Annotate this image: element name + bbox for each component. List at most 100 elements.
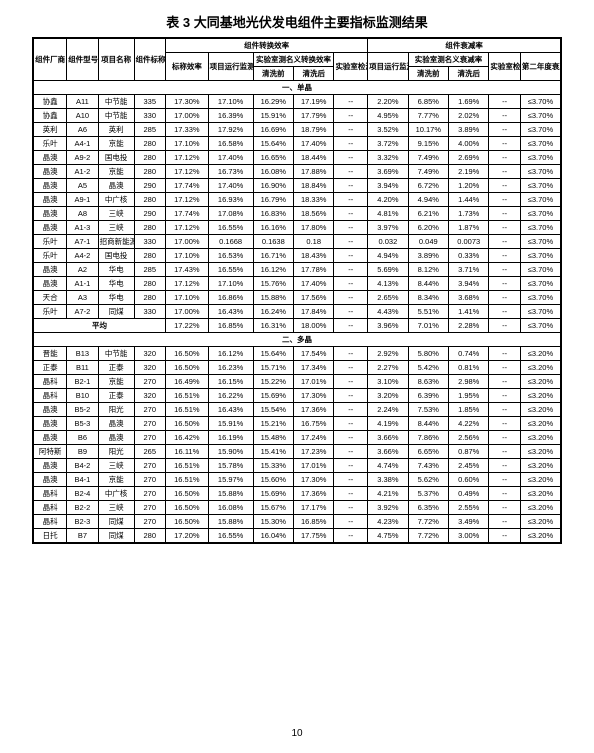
cell: ≤3.20% (520, 501, 561, 515)
cell: 5.42% (408, 361, 448, 375)
cell: 16.93% (208, 193, 253, 207)
cell: 18.43% (294, 249, 334, 263)
cell: 5.62% (408, 473, 448, 487)
cell: 280 (134, 151, 165, 165)
cell: 16.55% (208, 263, 253, 277)
cell: 7.86% (408, 431, 448, 445)
cell: 晶澳 (33, 151, 67, 165)
cell: ≤3.70% (520, 277, 561, 291)
cell: ≤3.70% (520, 249, 561, 263)
cell: 16.43% (208, 403, 253, 417)
cell: 16.51% (166, 403, 209, 417)
hdr-vendor: 组件厂商 (33, 38, 67, 81)
cell: 0.0073 (449, 235, 489, 249)
cell: 同煤 (98, 529, 134, 544)
cell: 280 (134, 165, 165, 179)
cell: 3.89% (408, 249, 448, 263)
table-row: 天合A3华电28017.10%16.86%15.88%17.56%--2.65%… (33, 291, 561, 305)
cell: ≤3.70% (520, 291, 561, 305)
cell: 中广核 (98, 487, 134, 501)
cell: 17.19% (294, 95, 334, 109)
cell: 10.17% (408, 123, 448, 137)
cell: 招商新能源 (98, 235, 134, 249)
cell: 8.34% (408, 291, 448, 305)
cell: 0.049 (408, 235, 448, 249)
cell: -- (334, 291, 368, 305)
cell: 3.71% (449, 263, 489, 277)
cell: B2-4 (67, 487, 98, 501)
cell: 280 (134, 291, 165, 305)
cell: A1-1 (67, 277, 98, 291)
hdr-model: 组件型号 (67, 38, 98, 81)
cell: 17.54% (294, 347, 334, 361)
cell: 17.40% (208, 179, 253, 193)
cell: 16.08% (208, 501, 253, 515)
table-row: 晶科B2-2三峡27016.50%16.08%15.67%17.17%--3.9… (33, 501, 561, 515)
cell: 16.19% (208, 431, 253, 445)
cell: ≤3.20% (520, 389, 561, 403)
hdr-lab-eff: 实验室测名义转换效率 (253, 53, 334, 67)
table-body: 一、单晶协鑫A11中节能33517.30%17.10%16.29%17.19%-… (33, 81, 561, 544)
cell: 三峡 (98, 221, 134, 235)
cell: -- (334, 473, 368, 487)
cell: ≤3.70% (520, 137, 561, 151)
cell: 17.43% (166, 263, 209, 277)
cell: 16.31% (253, 319, 293, 333)
cell: -- (334, 347, 368, 361)
cell: 4.94% (368, 249, 408, 263)
cell: -- (489, 249, 520, 263)
cell: 16.15% (208, 375, 253, 389)
cell: 7.43% (408, 459, 448, 473)
cell: B7 (67, 529, 98, 544)
cell: -- (489, 529, 520, 544)
cell: 4.81% (368, 207, 408, 221)
cell: -- (489, 235, 520, 249)
cell: 3.92% (368, 501, 408, 515)
hdr-power: 组件标称功率(W) (134, 38, 165, 81)
cell: 6.39% (408, 389, 448, 403)
cell: 京能 (98, 137, 134, 151)
cell: ≤3.20% (520, 529, 561, 544)
cell: 正泰 (33, 361, 67, 375)
cell: 15.60% (253, 473, 293, 487)
cell: B4-2 (67, 459, 98, 473)
cell: 330 (134, 305, 165, 319)
cell: -- (489, 179, 520, 193)
cell: 华电 (98, 277, 134, 291)
cell: 17.40% (294, 277, 334, 291)
cell: 16.08% (253, 165, 293, 179)
avg-row: 平均17.22%16.85%16.31%18.00%--3.96%7.01%2.… (33, 319, 561, 333)
cell: A5 (67, 179, 98, 193)
table-row: 晶科B2-1京能27016.49%16.15%15.22%17.01%--3.1… (33, 375, 561, 389)
cell: 17.92% (208, 123, 253, 137)
cell: 3.94% (449, 277, 489, 291)
cell: 16.43% (208, 305, 253, 319)
cell: 同煤 (98, 515, 134, 529)
cell: -- (334, 445, 368, 459)
cell: B5-3 (67, 417, 98, 431)
cell: 3.10% (368, 375, 408, 389)
cell: 16.58% (208, 137, 253, 151)
cell: 阿特斯 (33, 445, 67, 459)
cell: 16.50% (166, 347, 209, 361)
cell: 17.10% (166, 137, 209, 151)
cell: 320 (134, 347, 165, 361)
cell: 16.53% (208, 249, 253, 263)
cell: 0.87% (449, 445, 489, 459)
cell: 285 (134, 123, 165, 137)
cell: 华电 (98, 263, 134, 277)
cell: 英利 (33, 123, 67, 137)
cell: -- (489, 221, 520, 235)
cell: A2 (67, 263, 98, 277)
cell: A6 (67, 123, 98, 137)
cell: -- (489, 151, 520, 165)
table-row: 晶澳A1-3三峡28017.12%16.55%16.16%17.80%--3.9… (33, 221, 561, 235)
cell: 17.80% (294, 221, 334, 235)
cell: 17.40% (208, 151, 253, 165)
cell: A1-2 (67, 165, 98, 179)
cell: -- (489, 263, 520, 277)
cell: -- (334, 235, 368, 249)
cell: 晶澳 (33, 417, 67, 431)
cell: 2.20% (368, 95, 408, 109)
cell: 16.83% (253, 207, 293, 221)
